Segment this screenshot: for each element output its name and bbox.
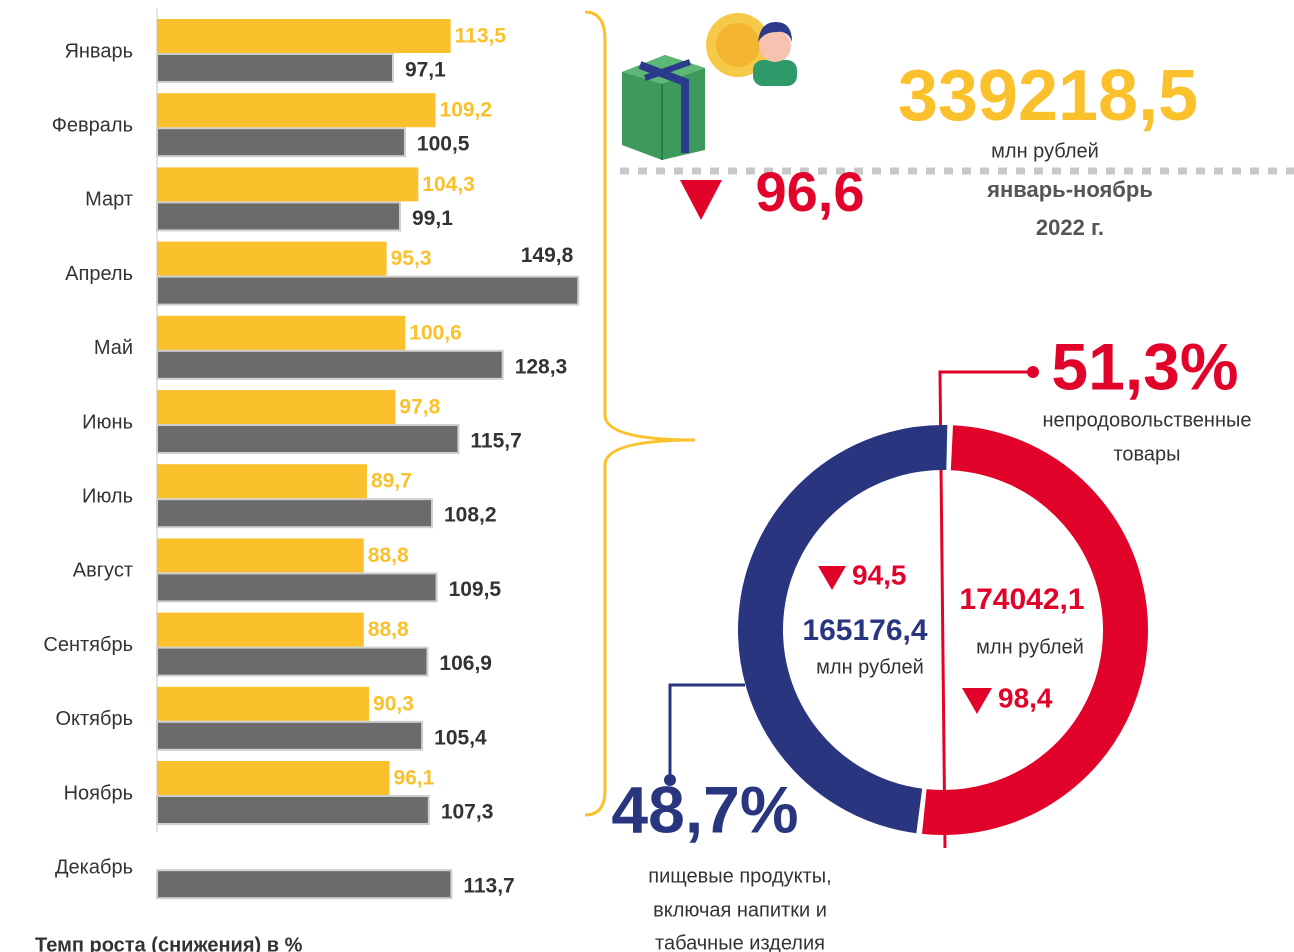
bar [156, 720, 424, 751]
brace [584, 10, 696, 817]
share-label: 51,3% [1051, 329, 1238, 403]
bar [157, 612, 364, 647]
bar [157, 761, 390, 795]
category-label: Декабрь [55, 856, 133, 878]
donut-segment [738, 425, 948, 834]
bar [157, 19, 451, 53]
bar [156, 275, 580, 306]
segment-unit: млн рублей [816, 656, 924, 678]
value-label: 105,4 [434, 726, 487, 749]
value-label: 99,1 [412, 207, 453, 230]
total: 339218,5 [898, 56, 1198, 136]
value-label: 115,7 [470, 430, 521, 453]
bar [156, 53, 394, 83]
category-label: Март [85, 189, 133, 211]
footnote: Темп роста (снижения) в % [35, 934, 303, 952]
category-label: Август [73, 560, 133, 582]
bar [157, 390, 396, 424]
bar [157, 315, 406, 350]
value-label: 88,8 [368, 544, 409, 567]
value-label: 90,3 [373, 692, 414, 715]
down-arrow [962, 688, 992, 714]
bar [157, 93, 436, 128]
value-label: 106,9 [439, 652, 492, 675]
category-label: Июнь [82, 411, 133, 433]
category-label: Сентябрь [43, 634, 133, 656]
bar [156, 201, 402, 232]
segment-label: пищевые продукты, [648, 865, 831, 887]
bar [156, 646, 429, 677]
value-label: 107,3 [441, 801, 494, 824]
value-label: 88,8 [368, 618, 409, 641]
value-label: 108,2 [444, 504, 497, 527]
down-arrow [818, 566, 846, 590]
bar [156, 498, 434, 529]
leader-dot [1027, 366, 1039, 378]
bar [156, 572, 438, 603]
value-label: 96,1 [393, 767, 434, 790]
value-label: 100,6 [409, 321, 462, 344]
bar [156, 795, 430, 825]
leader-line [938, 370, 1033, 849]
category-label: Ноябрь [64, 782, 133, 804]
segment-label: включая напитки и [653, 899, 827, 921]
down-arrow [680, 180, 722, 220]
bar [157, 167, 419, 202]
segment-growth: 98,4 [998, 682, 1053, 713]
value-label: 97,1 [405, 59, 446, 82]
bar [156, 349, 504, 380]
value-label: 97,8 [399, 396, 440, 419]
bar [157, 241, 387, 276]
share-label: 48,7% [611, 772, 798, 846]
total-growth: 96,6 [756, 160, 865, 223]
leader-line [668, 683, 745, 780]
value-label: 128,3 [515, 355, 568, 378]
value-label: 109,2 [440, 99, 493, 122]
value-label: 113,5 [455, 25, 507, 48]
category-label: Февраль [52, 114, 133, 136]
period: январь-ноябрь [986, 177, 1153, 202]
value-label: 104,3 [422, 173, 475, 196]
category-label: Май [94, 337, 133, 359]
segment-amount: 165176,4 [802, 614, 927, 647]
segment-label: табачные изделия [655, 932, 825, 952]
value-label: 113,7 [463, 875, 514, 898]
icon [622, 13, 797, 160]
segment-label: непродовольственные [1042, 409, 1251, 431]
period: 2022 г. [1036, 215, 1104, 240]
segment-label: товары [1113, 443, 1180, 465]
category-label: Октябрь [55, 708, 133, 730]
bar [157, 464, 367, 499]
bar [156, 127, 406, 158]
value-label: 100,5 [417, 133, 470, 156]
category-label: Январь [64, 40, 133, 62]
bar [157, 686, 370, 721]
bar [156, 424, 460, 454]
value-label: 149,8 [521, 244, 574, 267]
value-label: 89,7 [371, 470, 412, 493]
category-label: Апрель [65, 263, 133, 285]
segment-amount: 174042,1 [959, 583, 1084, 616]
value-label: 95,3 [391, 247, 432, 270]
bar [157, 538, 364, 573]
leader-dot [664, 774, 676, 786]
segment-growth: 94,5 [852, 559, 907, 590]
total-unit: млн рублей [991, 140, 1099, 162]
category-label: Июль [82, 485, 133, 507]
bar [156, 869, 453, 900]
value-label: 109,5 [449, 578, 502, 601]
segment-unit: млн рублей [976, 636, 1084, 658]
donut-segment [922, 425, 1148, 835]
